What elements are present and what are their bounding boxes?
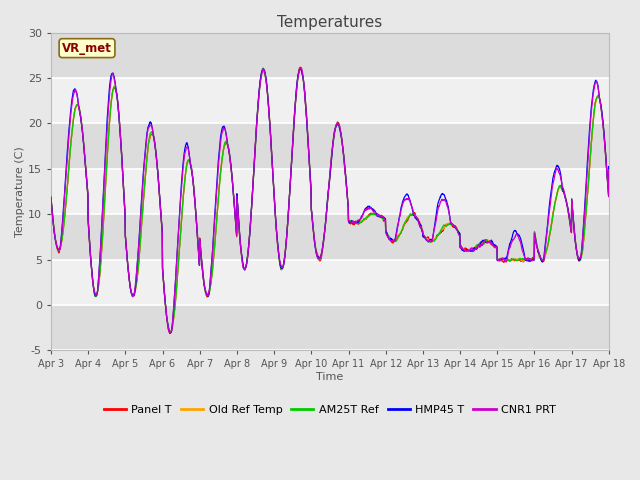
- X-axis label: Time: Time: [316, 372, 344, 382]
- Y-axis label: Temperature (C): Temperature (C): [15, 146, 25, 237]
- Bar: [51, 214, 609, 260]
- Bar: [51, 78, 609, 123]
- Bar: [51, 169, 609, 214]
- Bar: [51, 123, 609, 169]
- Bar: [51, 33, 609, 78]
- Title: Temperatures: Temperatures: [277, 15, 383, 30]
- Legend: Panel T, Old Ref Temp, AM25T Ref, HMP45 T, CNR1 PRT: Panel T, Old Ref Temp, AM25T Ref, HMP45 …: [99, 400, 561, 420]
- Bar: [51, 260, 609, 305]
- Text: VR_met: VR_met: [62, 42, 112, 55]
- Bar: [51, 305, 609, 350]
